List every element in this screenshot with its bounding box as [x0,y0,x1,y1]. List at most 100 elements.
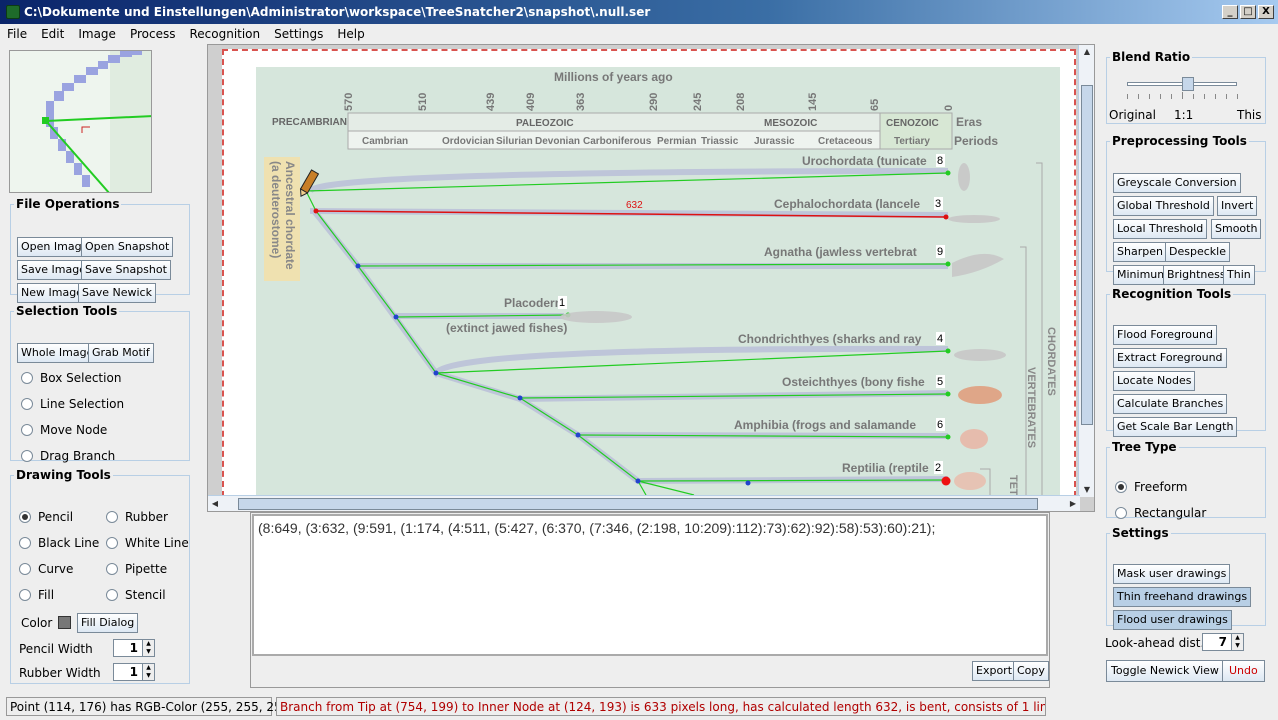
greyscale-conversion-button[interactable]: Greyscale Conversion [1113,173,1241,193]
export-button[interactable]: Export [972,661,1017,681]
new-image-button[interactable]: New Image [17,283,87,303]
color-swatch[interactable] [58,616,71,629]
menu-edit[interactable]: Edit [41,27,65,41]
rubber-radio[interactable]: Rubber [106,510,168,524]
minimize-button[interactable]: _ [1222,5,1238,19]
flood-user-drawings-toggle[interactable]: Flood user drawings [1113,610,1232,630]
menu-recognition[interactable]: Recognition [189,27,261,41]
spin-down-icon[interactable]: ▼ [146,648,151,655]
tick-label: 0 [943,105,955,111]
extract-foreground-button[interactable]: Extract Foreground [1113,348,1227,368]
period-label: Tertiary [894,136,930,147]
newick-text[interactable]: (8:649, (3:632, (9:591, (1:174, (4:511, … [252,514,1048,656]
spin-down-icon[interactable]: ▼ [1235,642,1240,649]
spin-down-icon[interactable]: ▼ [146,672,151,679]
drag-branch-radio[interactable]: Drag Branch [21,449,115,463]
tick-label: 570 [343,93,355,111]
thin-button[interactable]: Thin [1223,265,1255,285]
menu-settings[interactable]: Settings [274,27,324,41]
spin-up-icon[interactable]: ▲ [146,640,151,647]
save-newick-button[interactable]: Save Newick [78,283,156,303]
slider-tick [1204,94,1205,99]
pipette-radio[interactable]: Pipette [106,562,167,576]
tick-label: 145 [807,93,819,111]
blend-slider-thumb[interactable] [1181,77,1194,91]
pencil-radio[interactable]: Pencil [19,510,73,524]
pencil-width-spinner[interactable]: 1 ▲ ▼ [113,639,155,657]
locate-nodes-button[interactable]: Locate Nodes [1113,371,1196,391]
radio-label: Curve [38,562,74,576]
close-button[interactable]: X [1258,5,1274,19]
undo-button[interactable]: Undo [1222,660,1265,682]
open-snapshot-button[interactable]: Open Snapshot [81,237,174,257]
slider-tick [1171,94,1172,99]
scroll-left-icon[interactable]: ◀ [211,499,219,508]
flood-foreground-button[interactable]: Flood Foreground [1113,325,1217,345]
radio-label: Black Line [38,536,100,550]
vertical-scroll-thumb[interactable] [1081,85,1093,425]
radio-icon [106,537,118,549]
calculate-branches-button[interactable]: Calculate Branches [1113,394,1228,414]
thin-freehand-drawings-toggle[interactable]: Thin freehand drawings [1113,587,1252,607]
sharpen-button[interactable]: Sharpen [1113,242,1167,262]
side-label: VERTEBRATES [1025,367,1037,448]
copy-button[interactable]: Copy [1013,661,1049,681]
horizontal-scroll-thumb[interactable] [238,498,1038,510]
fill-radio[interactable]: Fill [19,588,54,602]
menu-process[interactable]: Process [129,27,176,41]
save-snapshot-button[interactable]: Save Snapshot [81,260,171,280]
scroll-down-icon[interactable]: ▼ [1083,485,1091,494]
radio-icon [106,589,118,601]
whole-image-button[interactable]: Whole Image [17,343,98,363]
grab-motif-button[interactable]: Grab Motif [88,343,154,363]
curve-radio[interactable]: Curve [19,562,73,576]
rubber-width-spinner[interactable]: 1 ▲ ▼ [113,663,155,681]
era-label: CENOZOIC [886,118,939,129]
spinner-value: 1 [129,641,138,655]
scroll-up-icon[interactable]: ▲ [1083,47,1091,56]
menu-image[interactable]: Image [78,27,116,41]
era-label: MESOZOIC [764,118,817,129]
lookahead-spinner[interactable]: 7 ▲ ▼ [1202,633,1244,651]
menu-help[interactable]: Help [337,27,365,41]
tree-image[interactable]: Millions of years ago 570 510 439 409 36… [222,49,1076,497]
global-threshold-button[interactable]: Global Threshold [1113,196,1214,216]
smooth-button[interactable]: Smooth [1211,219,1262,239]
spin-up-icon[interactable]: ▲ [1235,634,1240,641]
menu-file[interactable]: File [7,27,28,41]
white-line-radio[interactable]: White Line [106,536,189,550]
taxon-label: Reptilia (reptile [842,461,929,475]
scroll-right-icon[interactable]: ▶ [1069,499,1077,508]
minimum-button[interactable]: Minimum [1113,265,1172,285]
maximize-button[interactable]: □ [1240,5,1256,19]
local-threshold-button[interactable]: Local Threshold [1113,219,1208,239]
move-node-radio[interactable]: Move Node [21,423,107,437]
open-image-button[interactable]: Open Image [17,237,93,257]
slider-tick [1237,94,1238,99]
toggle-newick-view-button[interactable]: Toggle Newick View [1106,660,1224,682]
radio-label: Rubber [125,510,168,524]
black-line-radio[interactable]: Black Line [19,536,99,550]
node-number: 1 [559,297,565,309]
mask-user-drawings-toggle[interactable]: Mask user drawings [1113,564,1231,584]
line-selection-radio[interactable]: Line Selection [21,397,124,411]
preprocessing-tools-title: Preprocessing Tools [1112,134,1247,148]
brightness-button[interactable]: Brightness [1163,265,1230,285]
rectangular-radio[interactable]: Rectangular [1115,506,1206,520]
invert-button[interactable]: Invert [1217,196,1258,216]
pencil-width-label: Pencil Width [19,642,93,656]
freeform-radio[interactable]: Freeform [1115,480,1187,494]
stencil-radio[interactable]: Stencil [106,588,166,602]
tick-label: 510 [417,93,429,111]
box-selection-radio[interactable]: Box Selection [21,371,121,385]
get-scale-bar-length-button[interactable]: Get Scale Bar Length [1113,417,1238,437]
save-image-button[interactable]: Save Image [17,260,90,280]
despeckle-button[interactable]: Despeckle [1165,242,1230,262]
spin-up-icon[interactable]: ▲ [146,664,151,671]
vertical-scrollbar[interactable]: ▲ ▼ [1078,45,1094,497]
image-canvas[interactable]: Millions of years ago 570 510 439 409 36… [207,44,1095,512]
fill-dialog-button[interactable]: Fill Dialog [77,613,139,633]
phylogeny-figure[interactable]: Millions of years ago 570 510 439 409 36… [224,51,1074,495]
horizontal-scrollbar[interactable]: ◀ ▶ [208,495,1080,511]
taxon-label: Osteichthyes (bony fishe [782,375,925,389]
